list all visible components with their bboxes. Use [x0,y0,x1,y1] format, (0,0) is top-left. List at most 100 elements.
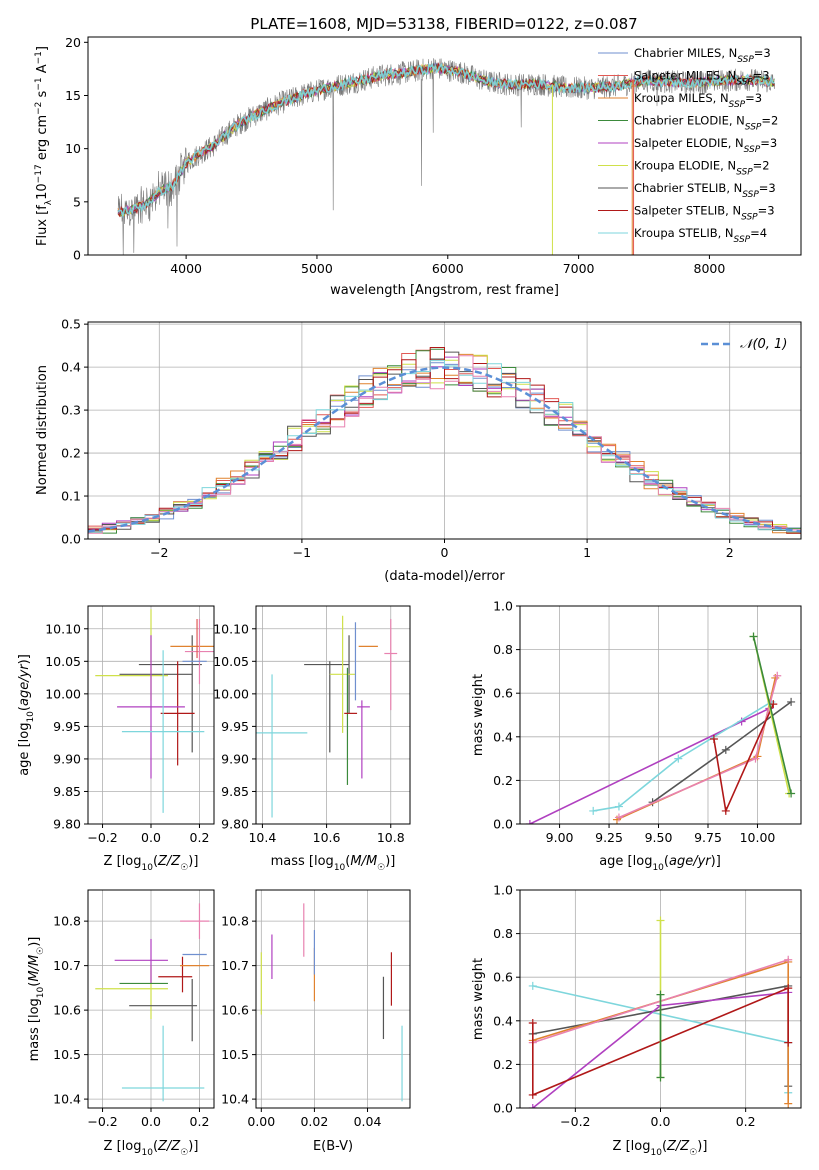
weight-marker [709,734,718,743]
x-tick-label: 0.0 [141,830,161,845]
weight-marker [721,806,730,815]
weight-marker [784,955,793,964]
axes-frame [87,605,215,825]
x-tick-label: 0.02 [300,1114,328,1129]
axes-frame [519,889,802,1109]
x-tick-label: 0.00 [247,1114,275,1129]
weight-marker [656,990,665,999]
legend-entry-part: =3 [754,46,771,60]
x-tick-label: 10.00 [740,830,776,845]
y-axis-label: age [log10(age/yr)] [17,654,36,776]
x-tick-label: 5000 [301,261,333,276]
x-axis-label-part: )] [711,854,721,869]
legend-entry-part: SSP [742,190,759,200]
x-axis-label-part: ☉ [180,863,188,873]
plot-area [95,903,210,1102]
y-tick-label: 10.5 [53,1047,81,1062]
y-axis-label-part: λ [44,199,54,205]
y-axis-label-part: 10 [35,183,50,200]
weight-marker [656,916,665,925]
x-tick-label: 9.50 [645,830,673,845]
weight-marker [787,697,796,706]
y-tick-label: 10.5 [221,1047,249,1062]
plot-area [95,609,214,813]
weight-marker [589,806,598,815]
legend-entry: 𝒩(0, 1) [740,337,787,352]
x-axis-label-part: 10 [334,863,346,873]
y-tick-label: 9.90 [53,751,81,766]
legend-entry-part: SSP [745,123,762,133]
legend-entry-part: SSP [741,213,758,223]
x-tick-label: 9.00 [546,830,574,845]
x-axis-label-part: 10 [141,1148,153,1158]
y-axis-label-part: ] [35,46,50,51]
x-tick-label: 0 [441,545,449,560]
x-axis-label-part: 10 [652,863,664,873]
y-tick-label: 0.3 [61,403,81,418]
plot-area [88,347,801,534]
y-tick-label: 10.00 [45,686,81,701]
y-tick-label: 9.95 [221,719,249,734]
x-axis-label-part: )] [188,1139,198,1154]
x-tick-label: 10.4 [248,830,276,845]
x-axis-label-part: M/M [350,854,377,869]
x-axis-label: E(B-V) [313,1139,353,1154]
legend-entry-part: SSP [729,100,746,110]
x-tick-label: 0.0 [651,1114,671,1129]
legend-entry-part: Kroupa MILES, N [634,91,729,105]
x-tick-label: 9.25 [595,830,623,845]
y-tick-label: 10.4 [221,1092,249,1107]
y-tick-label: 0.0 [61,532,81,547]
x-tick-label: 0.0 [141,1114,161,1129]
y-tick-label: 0.2 [61,446,81,461]
legend-entry: Kroupa ELODIE, NSSP=2 [634,159,770,178]
y-tick-label: 1.0 [493,883,513,898]
y-tick-label: 0.2 [493,773,513,788]
x-axis-label-part: )] [188,854,198,869]
y-tick-label: 5 [73,194,81,209]
x-axis-label-part: ☉ [689,1148,697,1158]
axes-frame [87,321,802,540]
y-axis-label-part: )] [17,654,32,664]
weight-marker [614,802,623,811]
y-tick-label: 10.8 [221,914,249,929]
chart-massweight-vs-age: 9.00 9.25 9.50 9.75 10.00 0.0 0.2 0.4 0.6 0.8 1.0 a… [471,599,802,873]
chart-mass-vs-Z: −0.2 0.0 0.210.410.510.610.710.8Z [log10(Z… [27,889,215,1158]
figure-title: PLATE=1608, MJD=53138, FIBERID=0122, z=0… [250,15,637,33]
y-axis-label-part: −2 [34,102,44,115]
weight-marker [656,1073,665,1082]
y-tick-label: 0.4 [493,729,513,744]
chart-residuals: −2 −1 0 1 2 0.0 0.1 0.2 0.3 0.4 0.5 𝒩(0, 1) (data-mo… [35,317,802,584]
y-axis-label: mass weight [471,674,486,756]
plot-area [525,632,796,824]
weight-marker [674,754,683,763]
weight-marker [614,813,623,822]
axes-frame [87,36,802,256]
legend-entry-part: Salpeter MILES, N [634,69,736,83]
y-tick-label: 0.4 [61,360,81,375]
legend-entry-part: =4 [750,226,767,240]
y-tick-label: 0.1 [61,489,81,504]
y-axis-label-part: s [35,90,50,101]
x-tick-label: −0.2 [560,1114,590,1129]
y-axis-label: mass [log10(M/M☉)] [27,937,46,1062]
x-tick-label: −0.2 [87,830,117,845]
legend-entry-part: Kroupa STELIB, N [634,226,734,240]
axes-frame [87,889,215,1109]
y-tick-label: 0.8 [493,642,513,657]
y-tick-label: 9.85 [221,784,249,799]
y-axis-label-part: 10 [26,711,36,723]
x-axis-label: (data-model)/error [384,569,505,584]
weight-marker [769,700,778,709]
y-axis-label-part: ( [17,706,32,711]
y-axis-label-part: 10 [36,986,46,998]
y-axis-label-part: ☉ [36,947,46,955]
weight-marker [528,1018,537,1027]
legend-entry-part: Salpeter STELIB, N [634,204,741,218]
chart-massweight-vs-Z: −0.2 0.0 0.2 0.0 0.2 0.4 0.6 0.8 1.0 Z [log10(Z/Z… [471,883,802,1158]
legend-entry-part: =3 [753,69,770,83]
y-tick-label: 20 [65,35,81,50]
y-axis-label: mass weight [471,958,486,1040]
y-tick-label: 0.5 [61,317,81,332]
